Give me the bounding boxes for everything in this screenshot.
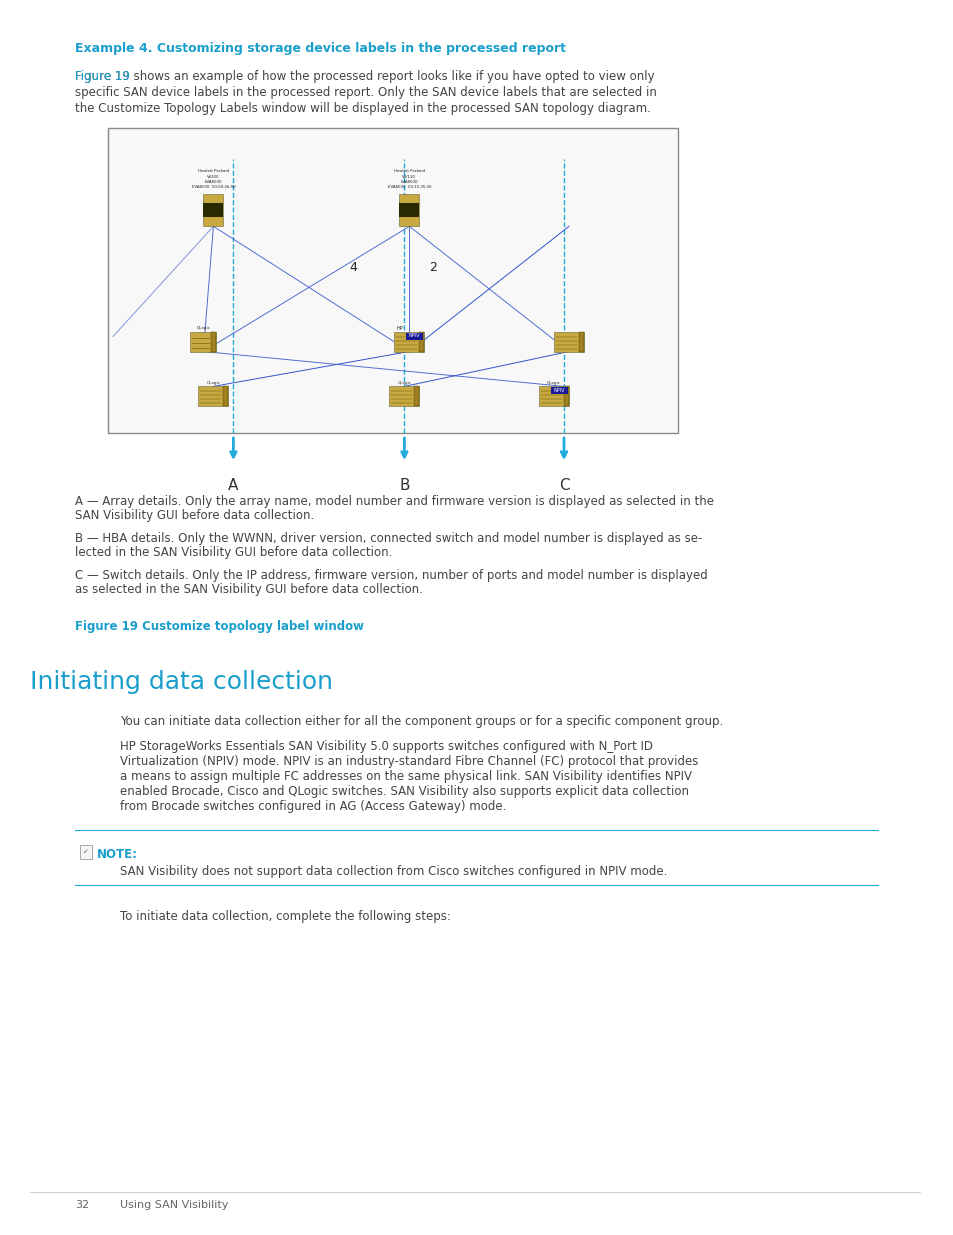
Bar: [108, 128, 678, 433]
Text: 2: 2: [429, 262, 436, 274]
Text: EVA8000  50:00:2b:90: EVA8000 50:00:2b:90: [192, 185, 235, 189]
Bar: [394, 331, 424, 352]
Text: specific SAN device labels in the processed report. Only the SAN device labels t: specific SAN device labels in the proces…: [75, 86, 657, 99]
Text: from Brocade switches configured in AG (Access Gateway) mode.: from Brocade switches configured in AG (…: [120, 800, 506, 813]
Text: as selected in the SAN Visibility GUI before data collection.: as selected in the SAN Visibility GUI be…: [75, 583, 422, 597]
Bar: [419, 331, 424, 352]
Bar: [406, 332, 423, 340]
Text: Figure 19: Figure 19: [75, 70, 130, 83]
Bar: [399, 194, 419, 226]
Text: V6200: V6200: [207, 175, 219, 179]
Text: To initiate data collection, complete the following steps:: To initiate data collection, complete th…: [120, 910, 451, 923]
Text: enabled Brocade, Cisco and QLogic switches. SAN Visibility also supports explici: enabled Brocade, Cisco and QLogic switch…: [120, 785, 688, 798]
Text: Hewlett Packard: Hewlett Packard: [197, 169, 229, 173]
Text: NPIV: NPIV: [553, 388, 564, 393]
Bar: [80, 845, 91, 860]
Text: EVA8000: EVA8000: [205, 180, 222, 184]
Text: the Customize Topology Labels window will be displayed in the processed SAN topo: the Customize Topology Labels window wil…: [75, 103, 650, 115]
Text: SAN Visibility does not support data collection from Cisco switches configured i: SAN Visibility does not support data col…: [120, 864, 667, 878]
Text: SAN Visibility GUI before data collection.: SAN Visibility GUI before data collectio…: [75, 509, 314, 522]
Text: NOTE:: NOTE:: [97, 848, 138, 861]
Text: QLogic: QLogic: [546, 382, 560, 385]
Text: C — Switch details. Only the IP address, firmware version, number of ports and m: C — Switch details. Only the IP address,…: [75, 569, 707, 582]
Bar: [389, 387, 419, 406]
Text: EVA8000: EVA8000: [400, 180, 417, 184]
Text: C: C: [558, 478, 569, 493]
Bar: [399, 204, 419, 217]
Text: Virtualization (NPIV) mode. NPIV is an industry-standard Fibre Channel (FC) prot: Virtualization (NPIV) mode. NPIV is an i…: [120, 755, 698, 768]
Bar: [538, 387, 568, 406]
Text: NPIV: NPIV: [408, 333, 419, 338]
Text: B — HBA details. Only the WWNN, driver version, connected switch and model numbe: B — HBA details. Only the WWNN, driver v…: [75, 532, 701, 545]
Text: B: B: [398, 478, 409, 493]
Text: 32: 32: [75, 1200, 89, 1210]
Bar: [223, 387, 228, 406]
Bar: [563, 387, 568, 406]
Text: a means to assign multiple FC addresses on the same physical link. SAN Visibilit: a means to assign multiple FC addresses …: [120, 769, 691, 783]
Text: V8/110: V8/110: [402, 175, 416, 179]
Bar: [414, 387, 419, 406]
Text: QLogic: QLogic: [196, 326, 210, 331]
Text: EVA8000  00:15:35:30: EVA8000 00:15:35:30: [387, 185, 431, 189]
Bar: [203, 194, 223, 226]
Bar: [203, 204, 223, 217]
Text: QLogic: QLogic: [206, 382, 220, 385]
Bar: [198, 387, 228, 406]
Bar: [191, 331, 216, 352]
Text: 4: 4: [349, 262, 357, 274]
Text: Figure 19 shows an example of how the processed report looks like if you have op: Figure 19 shows an example of how the pr…: [75, 70, 654, 83]
Text: Example 4. Customizing storage device labels in the processed report: Example 4. Customizing storage device la…: [75, 42, 565, 56]
Text: You can initiate data collection either for all the component groups or for a sp: You can initiate data collection either …: [120, 715, 722, 727]
Text: lected in the SAN Visibility GUI before data collection.: lected in the SAN Visibility GUI before …: [75, 546, 392, 559]
Text: ✓: ✓: [83, 848, 89, 855]
Text: A — Array details. Only the array name, model number and firmware version is dis: A — Array details. Only the array name, …: [75, 495, 713, 508]
Text: QLogic: QLogic: [397, 382, 411, 385]
Bar: [212, 331, 216, 352]
Text: Initiating data collection: Initiating data collection: [30, 671, 333, 694]
Text: HP: HP: [395, 326, 402, 331]
Bar: [554, 331, 583, 352]
Text: Hewlett Packard: Hewlett Packard: [394, 169, 425, 173]
Text: HP StorageWorks Essentials SAN Visibility 5.0 supports switches configured with : HP StorageWorks Essentials SAN Visibilit…: [120, 740, 652, 753]
Text: A: A: [228, 478, 238, 493]
Text: Figure 19 Customize topology label window: Figure 19 Customize topology label windo…: [75, 620, 364, 634]
Bar: [551, 388, 567, 394]
Text: Using SAN Visibility: Using SAN Visibility: [120, 1200, 228, 1210]
Bar: [578, 331, 583, 352]
